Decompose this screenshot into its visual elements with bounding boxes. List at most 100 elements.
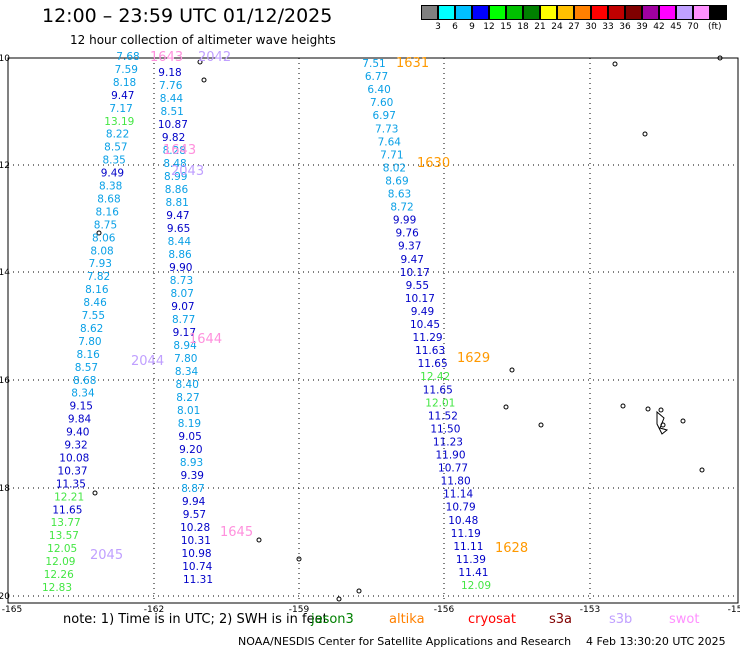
scale-tick-label: 21: [534, 22, 546, 32]
scale-tick-label: 30: [585, 22, 597, 32]
wave-height-value: 7.80: [78, 336, 101, 348]
wave-height-value: 10.31: [181, 535, 211, 547]
latitude-label: -18: [0, 484, 10, 494]
pass-time-label: 1644: [189, 332, 222, 347]
wave-height-value: 10.45: [410, 319, 440, 331]
scale-tick-label: 6: [452, 22, 458, 32]
satellite-legend-item: cryosat: [468, 612, 516, 627]
longitude-label: -165: [2, 605, 22, 615]
wave-height-value: 8.94: [173, 340, 197, 352]
scale-tick-label: 12: [483, 22, 495, 32]
wave-height-value: 7.60: [370, 97, 393, 109]
wave-height-value: 9.82: [162, 132, 185, 144]
wave-height-value: 8.46: [83, 297, 107, 309]
wave-height-value: 8.18: [113, 77, 136, 89]
wave-height-value: 10.48: [448, 515, 478, 527]
pass-time-label: 1629: [457, 351, 490, 366]
wave-height-value: 9.47: [166, 210, 189, 222]
scale-tick-label: 36: [619, 22, 631, 32]
wave-height-value: 10.37: [58, 465, 88, 477]
wave-height-value: 8.02: [383, 162, 406, 174]
wave-height-value: 8.06: [92, 232, 116, 244]
pass-time-label: 1628: [495, 541, 528, 556]
wave-height-value: 10.28: [180, 522, 210, 534]
wave-height-value: 9.47: [401, 254, 424, 266]
wave-height-value: 8.28: [163, 145, 186, 157]
scale-tick-label: 18: [517, 22, 529, 32]
wave-height-value: 9.20: [179, 444, 202, 456]
island-outline: [256, 537, 262, 543]
wave-height-value: 10.08: [59, 452, 89, 464]
wave-height-value: 11.14: [443, 489, 473, 501]
wave-height-value: 7.59: [115, 64, 138, 76]
wave-height-value: 9.15: [70, 401, 93, 413]
wave-height-value: 11.29: [413, 332, 443, 344]
wave-height-value: 11.65: [418, 358, 448, 370]
wave-height-value: 8.38: [99, 181, 122, 193]
wave-height-value: 8.40: [176, 379, 199, 391]
longitude-label: -153: [580, 605, 600, 615]
wave-height-value: 7.55: [82, 310, 105, 322]
wave-height-value: 6.40: [367, 84, 390, 96]
wave-height-value: 8.77: [172, 314, 195, 326]
wave-height-value: 7.76: [159, 80, 183, 92]
wave-height-value: 7.93: [89, 258, 112, 270]
wave-height-value: 8.08: [90, 245, 113, 257]
island-outline: [503, 404, 509, 410]
wave-height-value: 8.68: [73, 375, 96, 387]
wave-height-value: 8.68: [97, 193, 120, 205]
island-outline: [538, 422, 544, 428]
wave-height-value: 10.17: [405, 293, 435, 305]
wave-height-value: 11.80: [441, 476, 471, 488]
island-outline: [96, 230, 102, 236]
wave-height-value: 8.16: [76, 349, 100, 361]
wave-height-value: 8.44: [160, 93, 184, 105]
wave-height-value: 7.71: [380, 149, 403, 161]
scale-tick-label: 33: [602, 22, 614, 32]
island-outline: [612, 61, 618, 67]
island-outline: [336, 596, 342, 602]
wave-height-value: 7.73: [375, 123, 398, 135]
wave-height-value: 8.73: [170, 275, 193, 287]
wave-height-value: 10.87: [158, 119, 188, 131]
wave-height-value: 8.81: [165, 197, 188, 209]
wave-height-value: 10.17: [400, 267, 430, 279]
page-title: 12:00 – 23:59 UTC 01/12/2025: [42, 5, 333, 27]
scale-swatch: [489, 5, 506, 20]
wave-height-value: 9.18: [158, 67, 181, 79]
island-outline: [201, 77, 207, 83]
longitude-label: -15: [728, 605, 740, 615]
wave-height-value: 12.01: [425, 397, 455, 409]
wave-height-value: 12.42: [420, 371, 450, 383]
wave-height-value: 8.69: [385, 175, 408, 187]
wave-height-value: 8.01: [177, 405, 200, 417]
wave-height-value: 9.76: [395, 228, 419, 240]
wave-height-value: 8.48: [163, 158, 186, 170]
satellite-legend-item: swot: [669, 612, 700, 627]
wave-height-value: 6.77: [365, 71, 388, 83]
scale-swatch: [523, 5, 540, 20]
wave-height-value: 8.86: [168, 249, 192, 261]
wave-height-value: 12.26: [44, 569, 74, 581]
wave-height-value: 8.57: [75, 362, 98, 374]
wave-height-value: 11.31: [183, 574, 213, 586]
scale-tick-label: 39: [636, 22, 648, 32]
scale-swatch: [455, 5, 472, 20]
wave-height-value: 11.39: [456, 554, 486, 566]
wave-height-value: 13.57: [49, 530, 79, 542]
scale-swatch: [438, 5, 455, 20]
scale-tick-label: 9: [469, 22, 475, 32]
longitude-label: -159: [289, 605, 310, 615]
wave-height-value: 9.84: [68, 414, 92, 426]
island-outline: [197, 59, 203, 65]
latitude-label: -20: [0, 592, 10, 602]
wave-height-value: 8.99: [164, 171, 187, 183]
scale-unit-label: (ft): [708, 22, 722, 32]
scale-swatch: [710, 5, 727, 20]
wave-height-value: 8.07: [171, 288, 194, 300]
wave-height-value: 10.77: [438, 463, 468, 475]
satellite-legend-item: jason3: [311, 612, 354, 627]
wave-height-value: 8.72: [390, 202, 413, 214]
scale-swatch: [659, 5, 676, 20]
island-outline: [642, 131, 648, 137]
